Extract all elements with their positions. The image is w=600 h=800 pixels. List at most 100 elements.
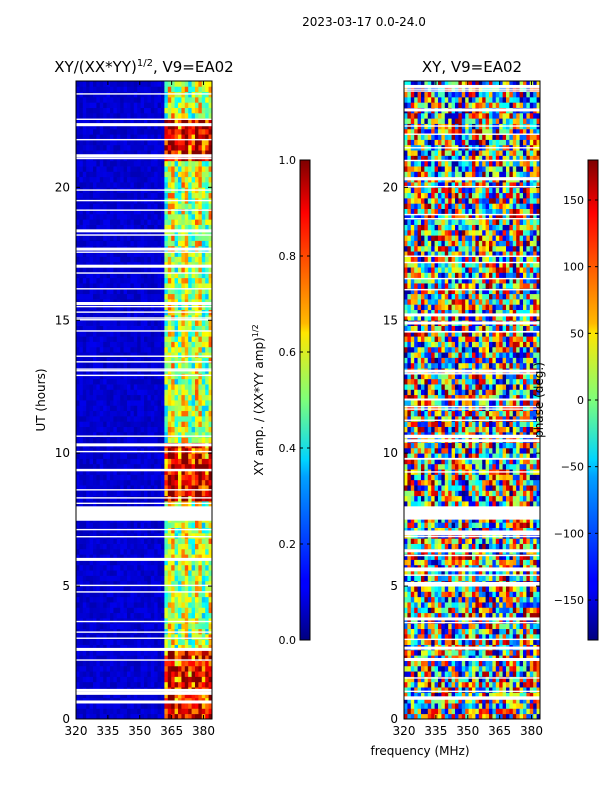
heatmap-cell (171, 128, 175, 135)
heatmap-cell (133, 447, 138, 454)
heatmap-cell (103, 649, 107, 656)
heatmap-cell (181, 570, 186, 576)
heatmap-cell (178, 649, 182, 656)
heatmap-cell (150, 384, 155, 390)
heatmap-cell (99, 325, 104, 332)
heatmap-cell (205, 421, 209, 427)
heatmap-cell (191, 633, 196, 640)
heatmap-cell (181, 118, 186, 124)
heatmap-cell (154, 575, 158, 582)
heatmap-cell (96, 346, 101, 353)
heatmap-cell (161, 437, 165, 443)
heatmap-cell (79, 160, 84, 167)
heatmap-cell (140, 703, 145, 709)
heatmap-cell (174, 639, 179, 645)
heatmap-cell (106, 602, 111, 608)
heatmap-cell (133, 261, 138, 268)
heatmap-cell (195, 633, 199, 640)
heatmap-cell (164, 336, 169, 342)
heatmap-cell (167, 564, 172, 571)
heatmap-cell (140, 134, 145, 140)
heatmap-cell (116, 176, 121, 183)
heatmap-cell (113, 676, 118, 683)
heatmap-cell (171, 203, 175, 209)
heatmap-cell (76, 596, 80, 603)
heatmap-cell (96, 176, 101, 183)
heatmap-cell (195, 240, 199, 247)
heatmap-cell (137, 320, 141, 326)
heatmap-cell (171, 224, 175, 231)
heatmap-cell (93, 575, 97, 582)
heatmap-cell (167, 522, 172, 528)
heatmap-cell (137, 431, 141, 438)
heatmap-cell (110, 171, 114, 178)
heatmap-cell (76, 400, 80, 406)
heatmap-cell (195, 192, 199, 199)
heatmap-cell (195, 298, 199, 305)
heatmap-cell (127, 394, 131, 401)
heatmap-cell (205, 123, 209, 130)
heatmap-cell (198, 240, 203, 247)
heatmap-cell (208, 394, 212, 401)
heatmap-cell (127, 602, 131, 608)
heatmap-cell (82, 320, 87, 326)
heatmap-cell (150, 559, 155, 566)
heatmap-cell (93, 676, 97, 683)
heatmap-cell (113, 490, 118, 497)
heatmap-cell (123, 128, 128, 135)
heatmap-cell (79, 596, 84, 603)
heatmap-cell (195, 134, 199, 140)
heatmap-cell (410, 703, 415, 709)
heatmap-cell (208, 128, 212, 135)
heatmap-cell (174, 474, 179, 481)
heatmap-cell (201, 128, 206, 135)
heatmap-cell (154, 107, 158, 114)
heatmap-cell (99, 389, 104, 396)
heatmap-cell (178, 160, 182, 167)
heatmap-cell (96, 660, 101, 667)
heatmap-cell (154, 623, 158, 630)
heatmap-cell (147, 182, 152, 188)
heatmap-cell (133, 330, 138, 337)
heatmap-cell (157, 336, 162, 342)
heatmap-cell (82, 293, 87, 300)
heatmap-cell (116, 490, 121, 497)
heatmap-cell (86, 639, 90, 645)
heatmap-cell (96, 341, 101, 348)
heatmap-cell (150, 644, 155, 651)
heatmap-cell (110, 384, 114, 390)
heatmap-cell (167, 570, 172, 576)
heatmap-cell (89, 203, 94, 209)
heatmap-cell (150, 267, 155, 273)
heatmap-cell (86, 644, 90, 651)
heatmap-cell (167, 447, 172, 454)
heatmap-cell (529, 708, 534, 715)
left-plot-title: XY/(XX*YY)1/2, V9=EA02 (54, 58, 233, 76)
heatmap-cell (130, 389, 135, 396)
heatmap-cell (82, 208, 87, 215)
heatmap-cell (140, 352, 145, 358)
heatmap-cell (127, 373, 131, 380)
heatmap-cell (171, 261, 175, 268)
heatmap-cell (208, 421, 212, 427)
heatmap-cell (431, 697, 435, 704)
heatmap-cell (167, 229, 172, 236)
heatmap-cell (130, 639, 135, 645)
heatmap-cell (86, 123, 90, 130)
heatmap-cell (130, 288, 135, 295)
heatmap-cell (130, 144, 135, 151)
heatmap-cell (164, 644, 169, 651)
heatmap-cell (89, 362, 94, 369)
heatmap-cell (205, 522, 209, 528)
heatmap-cell (82, 447, 87, 454)
heatmap-cell (79, 580, 84, 587)
heatmap-cell (144, 538, 148, 544)
heatmap-cell (133, 139, 138, 146)
heatmap-cell (99, 485, 104, 491)
heatmap-cell (113, 251, 118, 257)
heatmap-cell (150, 182, 155, 188)
heatmap-cell (167, 591, 172, 598)
heatmap-cell (198, 405, 203, 412)
heatmap-cell (89, 298, 94, 305)
heatmap-cell (147, 107, 152, 114)
